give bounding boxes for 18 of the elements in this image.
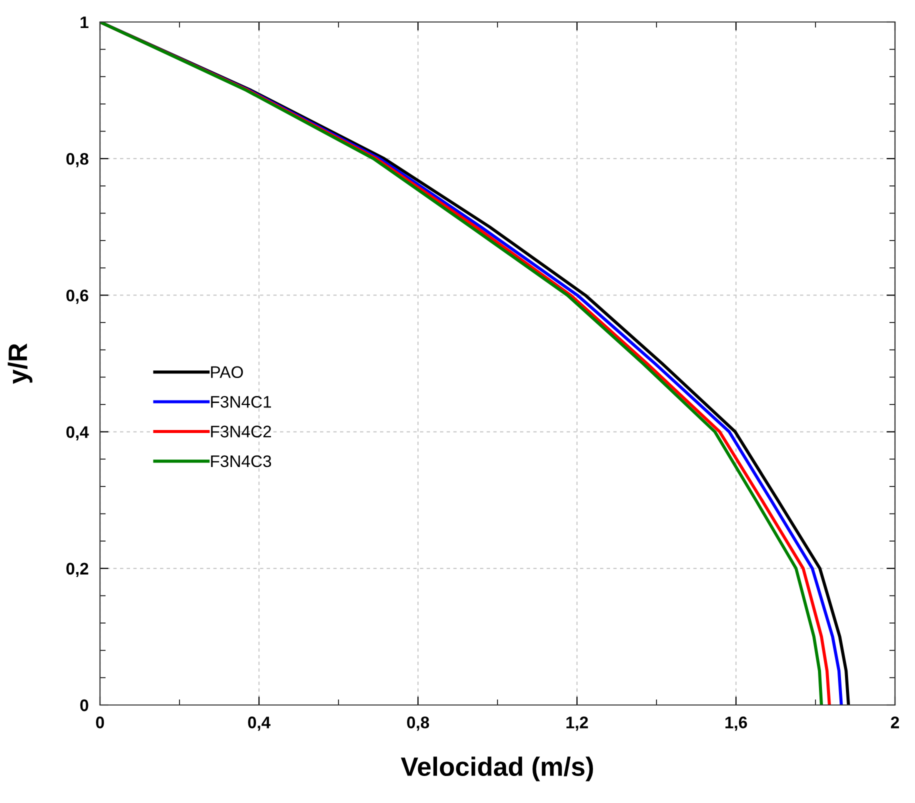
x-tick-label: 2 xyxy=(890,716,899,728)
x-tick-label: 1,6 xyxy=(725,716,747,731)
x-tick-label: 1,2 xyxy=(566,716,588,731)
y-tick-label: 0 xyxy=(80,699,88,712)
legend-label: F3N4C3 xyxy=(211,455,272,468)
y-tick-label: 0,2 xyxy=(66,562,88,578)
legend-label: F3N4C1 xyxy=(211,396,271,408)
y-tick-label: 0,6 xyxy=(66,290,88,304)
y-tick-label: 1 xyxy=(80,16,88,28)
x-tick-label: 0 xyxy=(96,716,104,728)
y-tick-label: 0,4 xyxy=(66,426,89,440)
y-tick-label: 0,8 xyxy=(66,153,88,168)
x-tick-label: 0,4 xyxy=(248,716,270,731)
legend-label: F3N4C2 xyxy=(211,426,271,438)
x-axis-title: Velocidad (m/s) xyxy=(400,756,593,782)
legend-label: PAO xyxy=(211,366,243,378)
x-tick-label: 0,8 xyxy=(407,716,430,731)
y-axis-title: y/R xyxy=(8,344,32,384)
